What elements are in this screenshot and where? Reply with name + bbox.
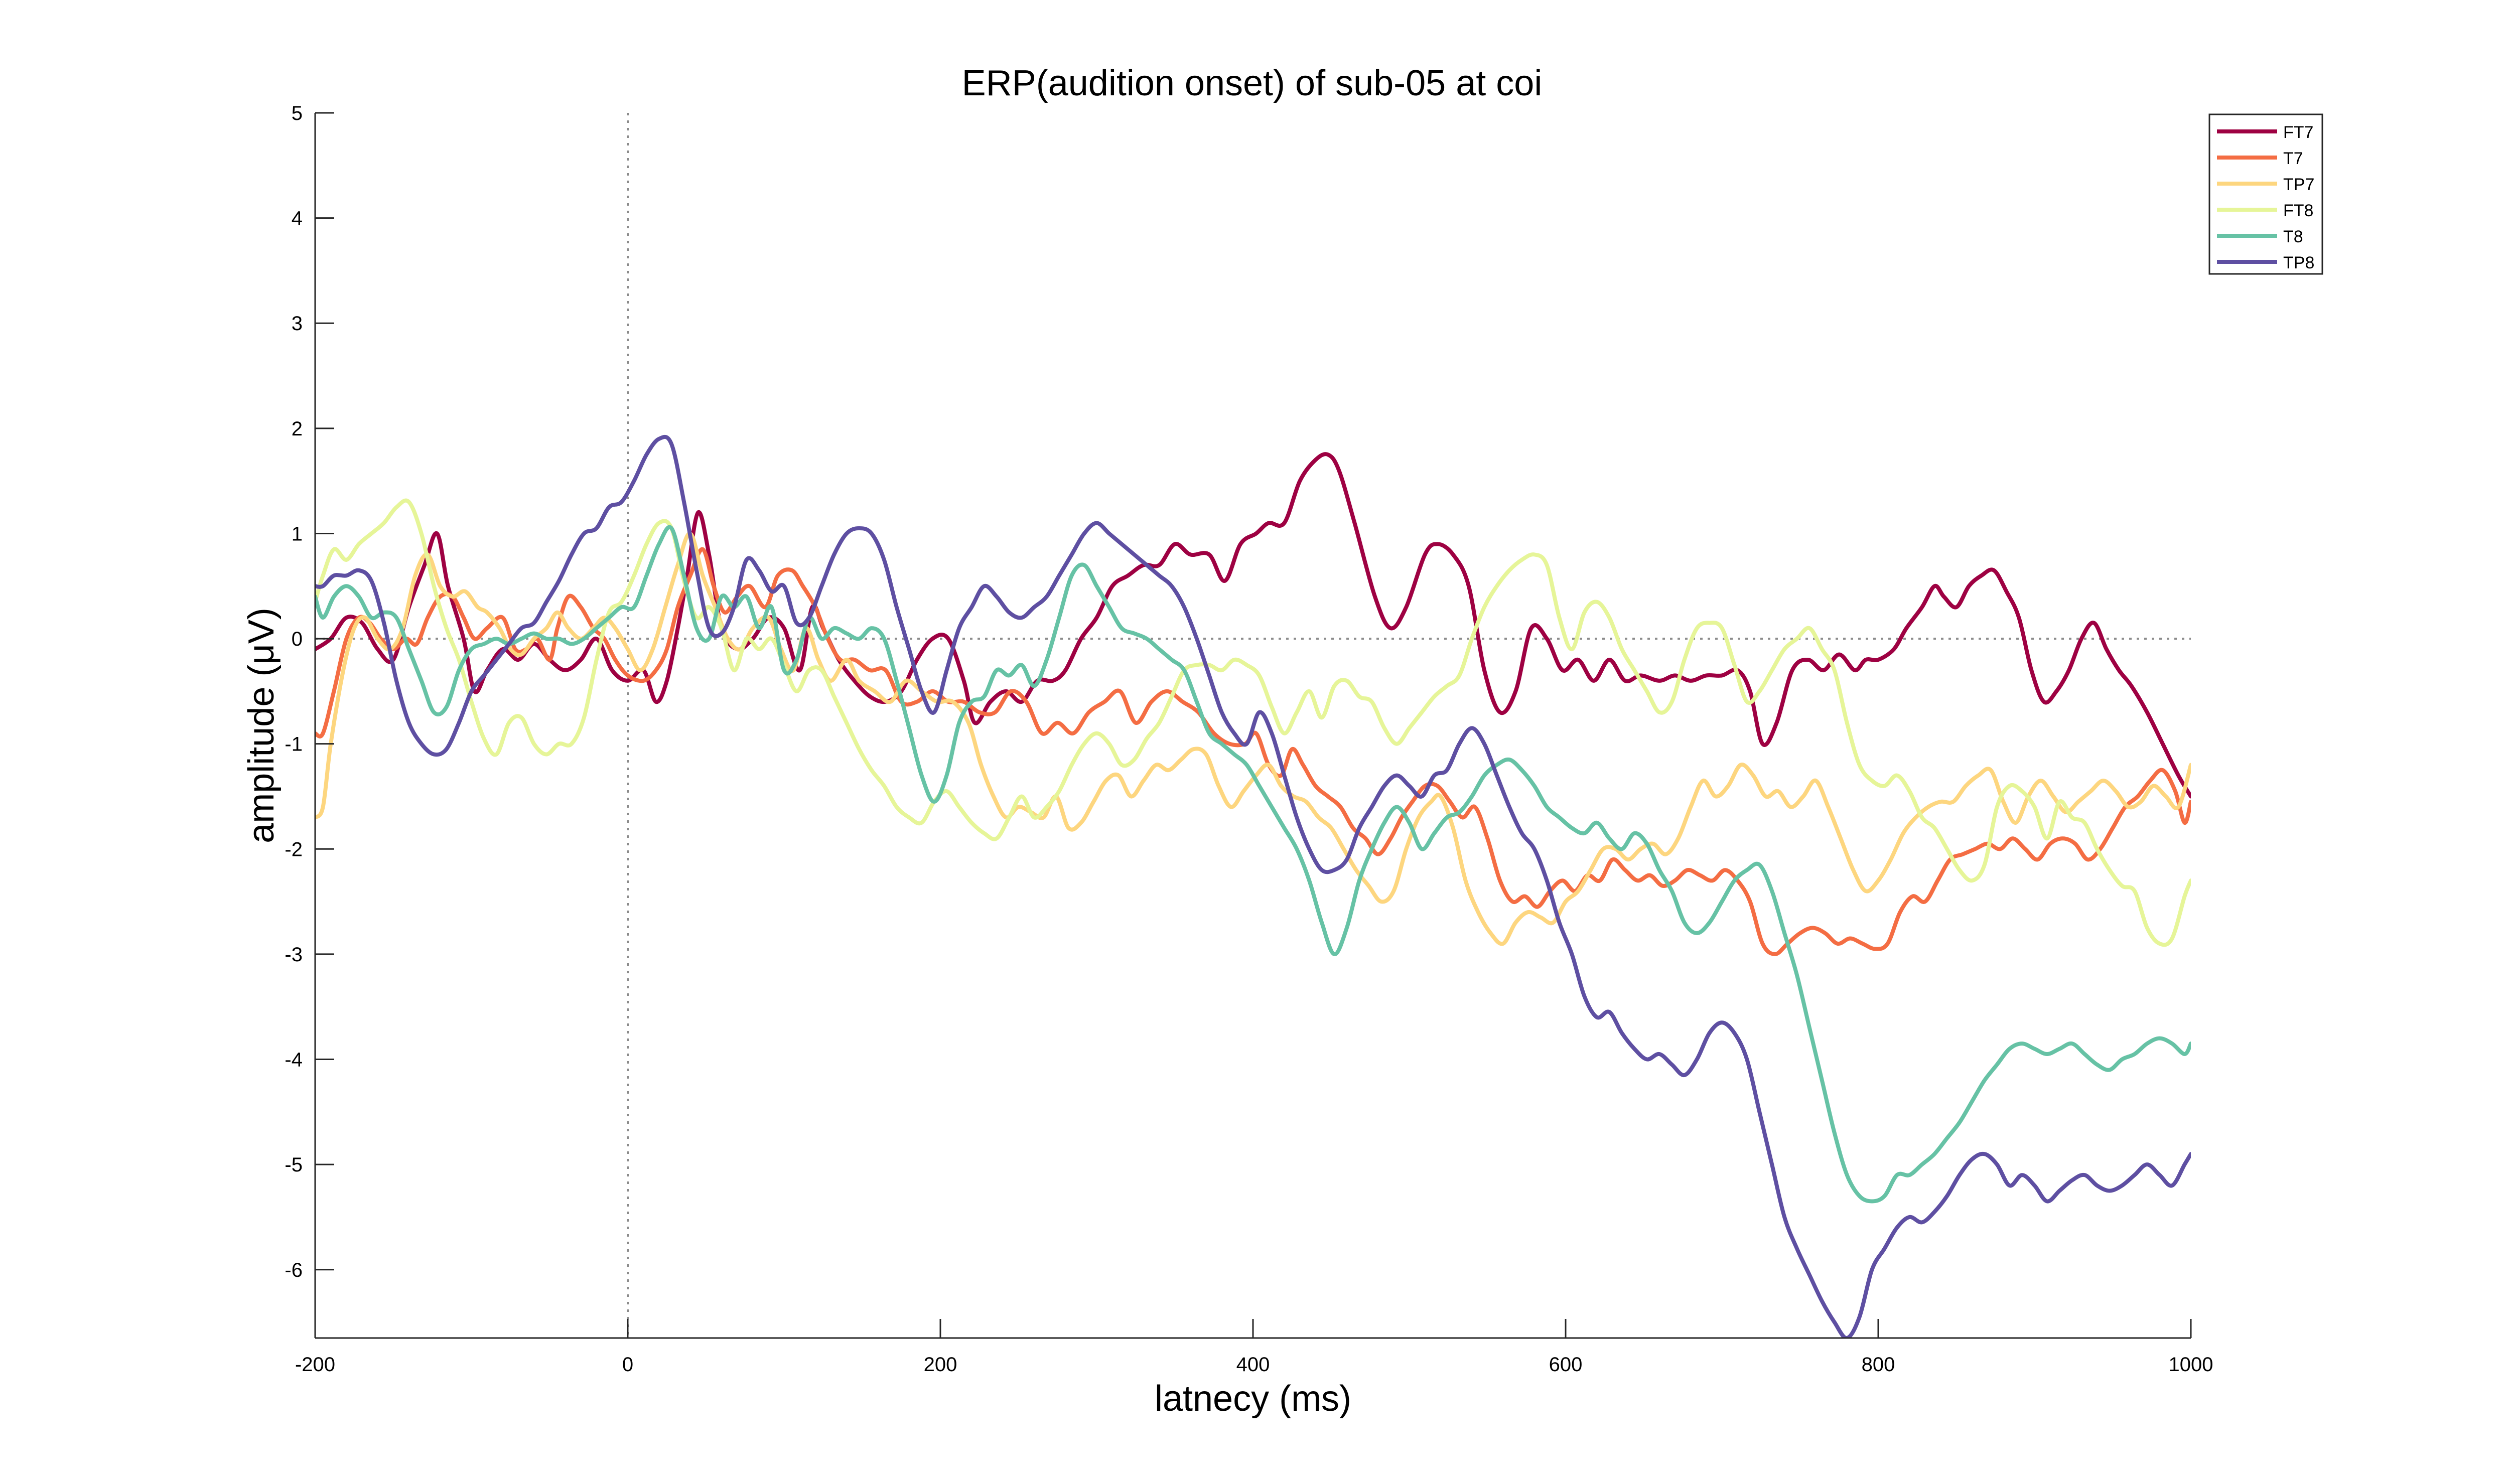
y-tick-label: 3 bbox=[292, 313, 303, 335]
legend: FT7 T7 TP7 FT8 T8 TP8 bbox=[2208, 113, 2323, 275]
y-tick-label: -5 bbox=[285, 1154, 303, 1176]
y-tick-label: -3 bbox=[285, 944, 303, 966]
x-axis-label: latnecy (ms) bbox=[1155, 1379, 1351, 1419]
legend-label-ft8: FT8 bbox=[2283, 201, 2313, 220]
x-tick-label: 200 bbox=[924, 1354, 957, 1376]
series-line-t8 bbox=[315, 525, 2191, 1204]
legend-label-tp8: TP8 bbox=[2283, 253, 2314, 272]
y-tick-label: -4 bbox=[285, 1049, 303, 1071]
y-axis-label: amplitude (μV) bbox=[241, 608, 282, 843]
y-tick-label: -1 bbox=[285, 733, 303, 756]
series-layer bbox=[315, 434, 2191, 1338]
series-line-ft8 bbox=[315, 498, 2191, 947]
y-tick-label: 0 bbox=[292, 628, 303, 650]
x-tick-label: 0 bbox=[622, 1354, 633, 1376]
y-tick-label: -6 bbox=[285, 1259, 303, 1281]
legend-label-ft7: FT7 bbox=[2283, 123, 2313, 142]
y-tick-label: 2 bbox=[292, 418, 303, 440]
legend-box bbox=[2208, 113, 2323, 275]
x-tick-label: 400 bbox=[1236, 1354, 1270, 1376]
chart-title: ERP(audition onset) of sub-05 at coi bbox=[962, 63, 1543, 103]
series-line-tp8 bbox=[315, 434, 2191, 1338]
x-tick-label: -200 bbox=[295, 1354, 335, 1376]
y-tick-label: 1 bbox=[292, 523, 303, 545]
x-ticks: -200 0 200 400 600 800 1000 bbox=[295, 1319, 2213, 1376]
legend-label-t8: T8 bbox=[2283, 227, 2303, 246]
legend-items: FT7 T7 TP7 FT8 T8 TP8 bbox=[2217, 123, 2314, 272]
y-tick-label: -2 bbox=[285, 838, 303, 860]
y-ticks: 5 4 3 2 1 0 -1 -2 -3 -4 -5 -6 bbox=[285, 102, 334, 1281]
legend-label-t7: T7 bbox=[2283, 149, 2303, 168]
x-tick-label: 600 bbox=[1549, 1354, 1583, 1376]
y-tick-label: 5 bbox=[292, 102, 303, 124]
x-tick-label: 800 bbox=[1862, 1354, 1895, 1376]
legend-label-tp7: TP7 bbox=[2283, 175, 2314, 194]
series-line-tp7 bbox=[315, 531, 2191, 946]
reference-lines bbox=[315, 113, 2191, 1338]
y-tick-label: 4 bbox=[292, 208, 303, 230]
x-tick-label: 1000 bbox=[2169, 1354, 2213, 1376]
